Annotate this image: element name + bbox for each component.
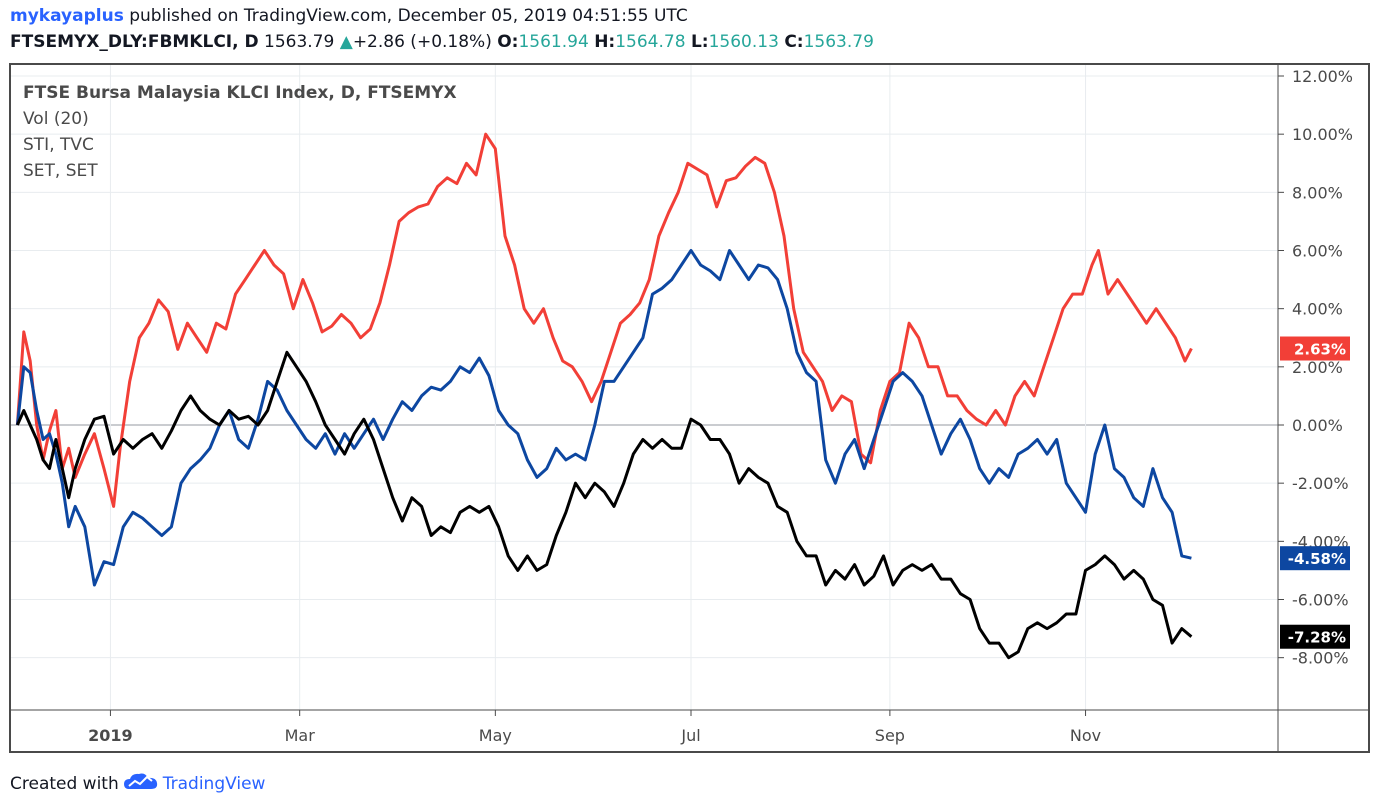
arrow-up-icon: ▲ — [339, 32, 353, 52]
x-tick-label: 2019 — [88, 726, 133, 745]
symbol-name: FTSEMYX_DLY:FBMKLCI, D — [10, 32, 259, 52]
low-label: L: — [690, 32, 709, 52]
low-value: 1560.13 — [708, 32, 779, 52]
series-line-ftse-bursa-malaysia-klci — [16, 350, 1193, 660]
x-tick-label: May — [479, 726, 512, 745]
x-tick-label: Jul — [680, 726, 700, 745]
high-label: H: — [594, 32, 616, 52]
y-tick-label: 0.00% — [1292, 416, 1343, 435]
legend-sti[interactable]: STI, TVC — [23, 135, 94, 155]
close-value: 1563.79 — [803, 32, 874, 52]
published-text: published on TradingView.com, December 0… — [129, 6, 688, 26]
y-tick-label: 12.00% — [1292, 67, 1353, 86]
y-tick-label: -6.00% — [1292, 591, 1349, 610]
y-tick-label: 6.00% — [1292, 242, 1343, 261]
x-tick-label: Nov — [1070, 726, 1101, 745]
last-value-badge — [1280, 546, 1350, 571]
publisher-link[interactable]: mykayaplus — [10, 6, 124, 26]
chart-frame — [9, 63, 1370, 753]
last-price: 1563.79 — [264, 32, 335, 52]
last-value-badge — [1280, 624, 1350, 649]
open-value: 1561.94 — [518, 32, 589, 52]
y-tick-label: -2.00% — [1292, 474, 1349, 493]
created-with-text: Created with — [10, 773, 119, 794]
tradingview-cloud-icon[interactable] — [123, 771, 159, 796]
last-value-label: -7.28% — [1288, 629, 1346, 647]
chart-legend: FTSE Bursa Malaysia KLCI Index, D, FTSEM… — [23, 80, 457, 184]
y-tick-label: 4.00% — [1292, 300, 1343, 319]
open-label: O: — [497, 32, 519, 52]
y-tick-label: 2.00% — [1292, 358, 1343, 377]
legend-set[interactable]: SET, SET — [23, 161, 98, 181]
y-tick-label: -8.00% — [1292, 649, 1349, 668]
high-value: 1564.78 — [615, 32, 686, 52]
y-tick-label: 8.00% — [1292, 183, 1343, 202]
last-value-label: 2.63% — [1294, 341, 1346, 359]
ohlc-line: FTSEMYX_DLY:FBMKLCI, D 1563.79 ▲+2.86 (+… — [10, 32, 874, 52]
y-tick-label: 10.00% — [1292, 125, 1353, 144]
tradingview-link[interactable]: TradingView — [162, 773, 266, 794]
close-label: C: — [784, 32, 804, 52]
published-line: mykayaplus published on TradingView.com,… — [10, 6, 688, 26]
last-value-label: -4.58% — [1288, 550, 1346, 568]
change-value: +2.86 (+0.18%) — [352, 32, 492, 52]
last-value-badge — [1280, 336, 1350, 361]
legend-main-symbol[interactable]: FTSE Bursa Malaysia KLCI Index, D, FTSEM… — [23, 83, 457, 103]
series-line-set-set — [15, 132, 1193, 508]
footer: Created with TradingView — [10, 771, 265, 796]
legend-volume[interactable]: Vol (20) — [23, 109, 89, 129]
x-tick-label: Mar — [285, 726, 316, 745]
series-line-sti-tvc — [15, 249, 1192, 587]
x-tick-label: Sep — [875, 726, 905, 745]
